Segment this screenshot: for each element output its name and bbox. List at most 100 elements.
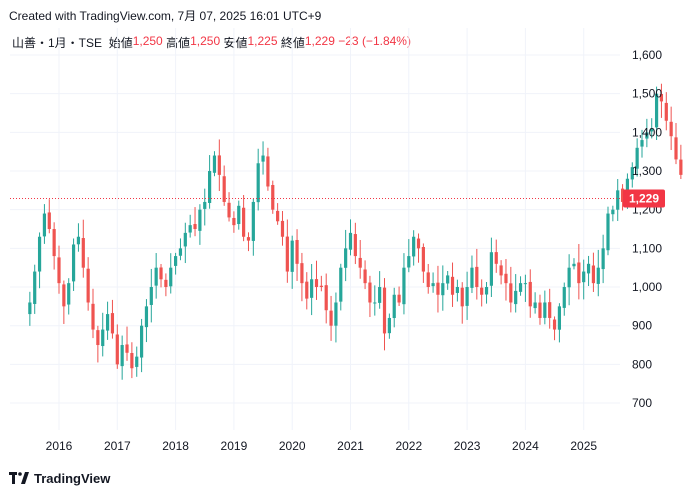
candle-body bbox=[567, 267, 571, 288]
candle-body bbox=[552, 319, 557, 330]
legend-high-value: 1,250 bbox=[190, 34, 221, 48]
candle-body bbox=[518, 283, 523, 292]
time-tick-label: 2024 bbox=[512, 439, 539, 453]
legend-symbol[interactable]: 山善・1月・TSE bbox=[12, 36, 103, 50]
candlestick-chart[interactable]: 7008009001,0001,1001,2001,3001,4001,5001… bbox=[0, 28, 684, 464]
candle-body bbox=[659, 93, 664, 102]
candle-body bbox=[266, 156, 270, 187]
candle-body bbox=[135, 356, 139, 367]
candle-body bbox=[227, 202, 231, 218]
tradingview-footer[interactable]: TradingView bbox=[9, 470, 110, 486]
legend-close-value: 1,229 bbox=[304, 34, 335, 48]
candle-body bbox=[188, 225, 192, 233]
candle-body bbox=[62, 284, 66, 307]
candle-body bbox=[348, 232, 353, 250]
candle-body bbox=[489, 252, 493, 286]
time-tick-label: 2022 bbox=[395, 439, 422, 453]
candle-body bbox=[416, 238, 421, 249]
candle-body bbox=[591, 265, 596, 284]
candle-body bbox=[101, 329, 105, 347]
candle-body bbox=[450, 276, 455, 295]
candle-body bbox=[582, 271, 586, 283]
candle-body bbox=[368, 282, 372, 303]
candle-body bbox=[193, 224, 197, 230]
legend-open-label: 始値 bbox=[108, 36, 133, 50]
candle-body bbox=[397, 294, 401, 303]
candle-body bbox=[620, 188, 625, 202]
time-tick-label: 2019 bbox=[221, 439, 248, 453]
candle-body bbox=[402, 267, 406, 305]
candle-body bbox=[538, 302, 542, 318]
candle-body bbox=[159, 267, 163, 280]
legend-low-value: 1,225 bbox=[247, 34, 278, 48]
candle-body bbox=[465, 287, 469, 306]
candle-body bbox=[407, 256, 411, 268]
created-with-text: Created with TradingView.com, 7月 07, 202… bbox=[9, 9, 322, 23]
candle-body bbox=[37, 236, 42, 272]
candle-body bbox=[130, 352, 134, 369]
price-tick-label: 1,500 bbox=[632, 87, 662, 101]
candle-body bbox=[52, 229, 56, 257]
candle-body bbox=[523, 283, 527, 285]
candle-body bbox=[392, 294, 396, 319]
candle-body bbox=[455, 287, 459, 293]
candle-body bbox=[382, 287, 387, 334]
candle-body bbox=[533, 302, 537, 309]
candle-body bbox=[154, 267, 158, 286]
candle-body bbox=[363, 269, 367, 284]
candle-body bbox=[203, 201, 207, 209]
candle-body bbox=[300, 263, 304, 284]
time-tick-label: 2023 bbox=[454, 439, 481, 453]
candle-body bbox=[504, 273, 508, 284]
candle-body bbox=[139, 325, 144, 358]
candle-body bbox=[115, 334, 119, 365]
candle-body bbox=[596, 267, 600, 284]
legend-close-label: 終値 bbox=[280, 36, 305, 50]
candle-body bbox=[33, 271, 37, 304]
candle-body bbox=[601, 248, 605, 270]
candle-body bbox=[232, 217, 236, 226]
candle-body bbox=[310, 279, 314, 298]
legend-high-label: 高値 bbox=[166, 36, 191, 50]
candle-body bbox=[499, 265, 503, 276]
candle-body bbox=[484, 287, 489, 295]
candle-body bbox=[577, 262, 581, 284]
candle-body bbox=[246, 237, 251, 241]
candle-body bbox=[494, 252, 498, 264]
candle-body bbox=[149, 287, 153, 305]
candle-body bbox=[358, 257, 362, 268]
candle-body bbox=[446, 275, 450, 284]
candle-body bbox=[81, 238, 85, 268]
candle-body bbox=[654, 93, 659, 128]
candle-body bbox=[217, 155, 221, 175]
candle-body bbox=[169, 267, 173, 287]
candle-body bbox=[611, 209, 615, 215]
candle-body bbox=[28, 302, 32, 315]
candle-body bbox=[96, 330, 100, 346]
tradingview-brand: TradingView bbox=[34, 470, 111, 486]
legend-change: −23 (−1.84%) bbox=[338, 34, 411, 48]
candle-body bbox=[635, 147, 639, 169]
candle-body bbox=[86, 268, 90, 303]
candle-body bbox=[480, 287, 484, 295]
candle-body bbox=[285, 236, 289, 272]
candle-body bbox=[261, 155, 265, 162]
candle-body bbox=[387, 317, 391, 334]
candle-body bbox=[431, 283, 435, 287]
candle-body bbox=[42, 213, 47, 237]
candle-body bbox=[509, 283, 513, 303]
price-tick-label: 1,600 bbox=[632, 48, 662, 62]
candle-body bbox=[562, 287, 566, 308]
candle-body bbox=[669, 121, 673, 137]
candle-body bbox=[586, 263, 591, 274]
candle-body bbox=[339, 267, 343, 302]
candle-body bbox=[222, 176, 226, 202]
price-tick-label: 800 bbox=[632, 357, 652, 371]
candle-body bbox=[110, 313, 115, 334]
time-axis[interactable]: 2016 2017 2018 2019 2020 2021 2022 2023 2024 2025 bbox=[46, 439, 598, 453]
candle-body bbox=[630, 167, 634, 180]
candle-body bbox=[528, 281, 532, 307]
candle-body bbox=[373, 302, 377, 304]
time-tick-label: 2017 bbox=[104, 439, 131, 453]
candle-body bbox=[334, 302, 338, 326]
